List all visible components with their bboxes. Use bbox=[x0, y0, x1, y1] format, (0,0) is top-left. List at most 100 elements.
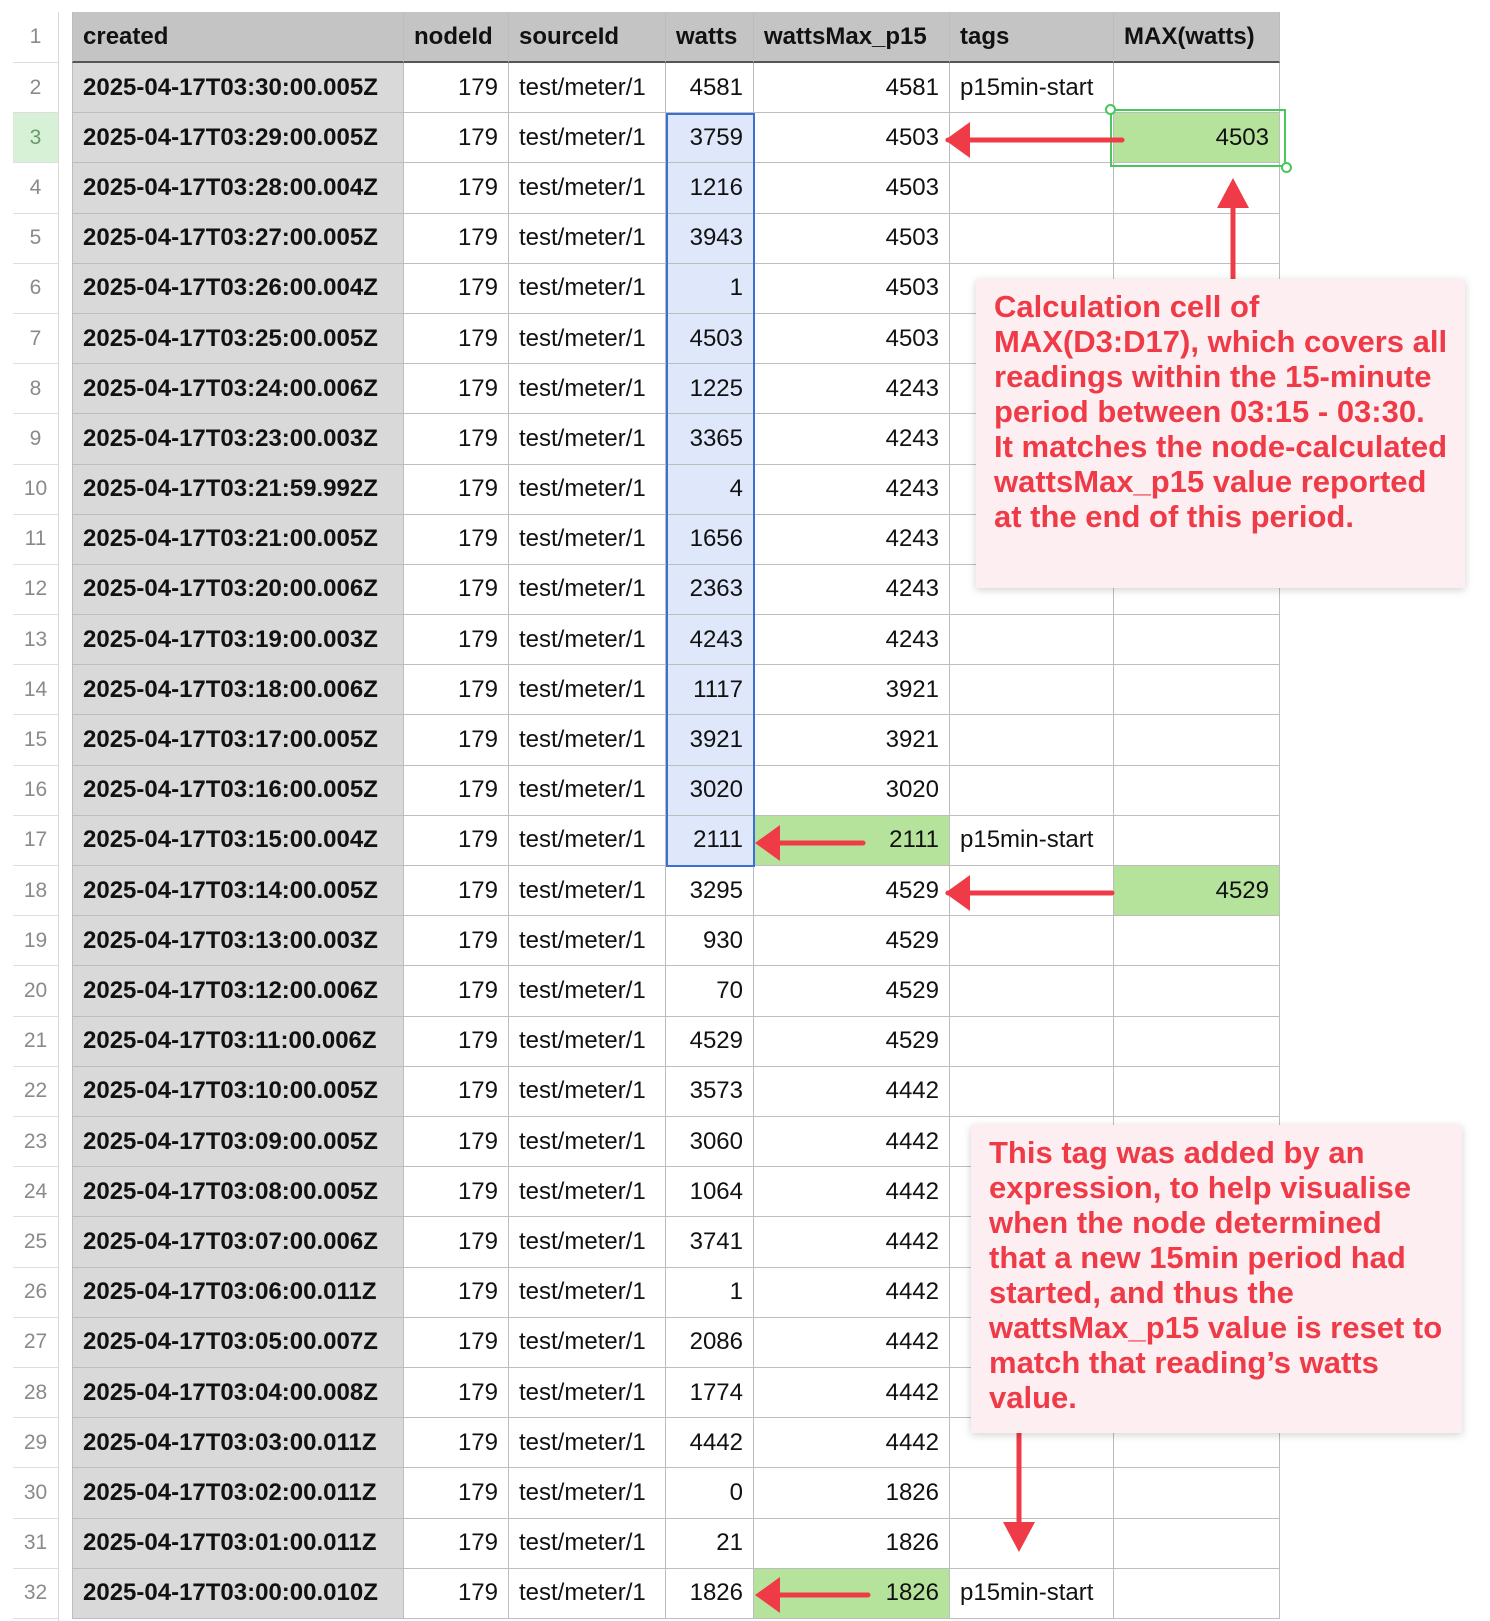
row-number[interactable]: 24 bbox=[13, 1167, 58, 1218]
cell-max[interactable] bbox=[1114, 715, 1280, 766]
row-number[interactable]: 22 bbox=[13, 1066, 58, 1117]
cell-sourceid[interactable]: test/meter/1 bbox=[509, 1468, 666, 1519]
cell-max[interactable] bbox=[1114, 1016, 1280, 1067]
cell-watts[interactable]: 4 bbox=[666, 464, 754, 515]
cell-wattsmax-p15[interactable]: 3020 bbox=[754, 765, 950, 816]
cell-sourceid[interactable]: test/meter/1 bbox=[509, 916, 666, 967]
cell-max[interactable] bbox=[1114, 1468, 1280, 1519]
cell-sourceid[interactable]: test/meter/1 bbox=[509, 715, 666, 766]
cell-wattsmax-p15[interactable]: 4503 bbox=[754, 313, 950, 365]
cell-nodeid[interactable]: 179 bbox=[404, 615, 509, 666]
cell-tags[interactable]: p15min-start bbox=[950, 63, 1114, 114]
cell-sourceid[interactable]: test/meter/1 bbox=[509, 414, 666, 465]
cell-tags[interactable] bbox=[950, 665, 1114, 716]
cell-created[interactable]: 2025-04-17T03:20:00.006Z bbox=[72, 564, 404, 616]
selection-handle-top-left[interactable] bbox=[1105, 104, 1116, 116]
row-number[interactable]: 18 bbox=[13, 866, 58, 917]
row-number[interactable]: 15 bbox=[13, 715, 58, 766]
cell-wattsmax-p15[interactable]: 4243 bbox=[754, 364, 950, 415]
cell-watts[interactable]: 1774 bbox=[666, 1367, 754, 1419]
cell-sourceid[interactable]: test/meter/1 bbox=[509, 213, 666, 264]
cell-tags[interactable] bbox=[950, 916, 1114, 967]
row-number[interactable]: 16 bbox=[13, 765, 58, 816]
cell-sourceid[interactable]: test/meter/1 bbox=[509, 364, 666, 415]
cell-created[interactable]: 2025-04-17T03:02:00.011Z bbox=[72, 1468, 404, 1519]
cell-wattsmax-p15[interactable]: 4442 bbox=[754, 1367, 950, 1419]
cell-wattsmax-p15[interactable]: 4243 bbox=[754, 414, 950, 465]
cell-sourceid[interactable]: test/meter/1 bbox=[509, 765, 666, 816]
cell-watts[interactable]: 2111 bbox=[666, 815, 754, 867]
cell-sourceid[interactable]: test/meter/1 bbox=[509, 1167, 666, 1218]
cell-wattsmax-p15[interactable]: 4442 bbox=[754, 1418, 950, 1469]
column-header-watts[interactable]: watts bbox=[666, 12, 754, 63]
row-number[interactable]: 25 bbox=[13, 1217, 58, 1268]
cell-tags[interactable] bbox=[950, 715, 1114, 766]
column-header-wattsmax-p15[interactable]: wattsMax_p15 bbox=[754, 12, 950, 63]
cell-watts[interactable]: 4581 bbox=[666, 63, 754, 114]
cell-tags[interactable] bbox=[950, 1066, 1114, 1117]
cell-nodeid[interactable]: 179 bbox=[404, 1317, 509, 1368]
cell-wattsmax-p15[interactable]: 4581 bbox=[754, 63, 950, 114]
cell-created[interactable]: 2025-04-17T03:17:00.005Z bbox=[72, 715, 404, 766]
cell-created[interactable]: 2025-04-17T03:01:00.011Z bbox=[72, 1518, 404, 1569]
row-number[interactable]: 19 bbox=[13, 916, 58, 967]
cell-created[interactable]: 2025-04-17T03:13:00.003Z bbox=[72, 916, 404, 967]
cell-watts[interactable]: 0 bbox=[666, 1468, 754, 1519]
cell-nodeid[interactable]: 179 bbox=[404, 514, 509, 565]
row-number[interactable]: 12 bbox=[13, 564, 58, 616]
cell-wattsmax-p15[interactable]: 4529 bbox=[754, 966, 950, 1017]
cell-nodeid[interactable]: 179 bbox=[404, 815, 509, 867]
cell-wattsmax-p15[interactable]: 4529 bbox=[754, 866, 950, 917]
cell-max[interactable] bbox=[1114, 765, 1280, 816]
cell-watts[interactable]: 1656 bbox=[666, 514, 754, 565]
cell-created[interactable]: 2025-04-17T03:10:00.005Z bbox=[72, 1066, 404, 1117]
cell-tags[interactable] bbox=[950, 213, 1114, 264]
cell-nodeid[interactable]: 179 bbox=[404, 1418, 509, 1469]
cell-tags[interactable] bbox=[950, 163, 1114, 214]
cell-created[interactable]: 2025-04-17T03:18:00.006Z bbox=[72, 665, 404, 716]
cell-created[interactable]: 2025-04-17T03:14:00.005Z bbox=[72, 866, 404, 917]
cell-nodeid[interactable]: 179 bbox=[404, 564, 509, 616]
cell-created[interactable]: 2025-04-17T03:07:00.006Z bbox=[72, 1217, 404, 1268]
cell-sourceid[interactable]: test/meter/1 bbox=[509, 1518, 666, 1569]
cell-nodeid[interactable]: 179 bbox=[404, 1468, 509, 1519]
cell-nodeid[interactable]: 179 bbox=[404, 213, 509, 264]
cell-sourceid[interactable]: test/meter/1 bbox=[509, 113, 666, 164]
row-number[interactable]: 20 bbox=[13, 966, 58, 1017]
cell-wattsmax-p15[interactable]: 4243 bbox=[754, 564, 950, 616]
cell-sourceid[interactable]: test/meter/1 bbox=[509, 63, 666, 114]
cell-created[interactable]: 2025-04-17T03:29:00.005Z bbox=[72, 113, 404, 164]
cell-created[interactable]: 2025-04-17T03:23:00.003Z bbox=[72, 414, 404, 465]
cell-tags[interactable] bbox=[950, 966, 1114, 1017]
cell-created[interactable]: 2025-04-17T03:04:00.008Z bbox=[72, 1367, 404, 1419]
row-number[interactable]: 14 bbox=[13, 665, 58, 716]
cell-wattsmax-p15[interactable]: 4442 bbox=[754, 1167, 950, 1218]
cell-created[interactable]: 2025-04-17T03:27:00.005Z bbox=[72, 213, 404, 264]
cell-sourceid[interactable]: test/meter/1 bbox=[509, 464, 666, 515]
cell-watts[interactable]: 3573 bbox=[666, 1066, 754, 1117]
cell-created[interactable]: 2025-04-17T03:16:00.005Z bbox=[72, 765, 404, 816]
row-number[interactable]: 8 bbox=[13, 364, 58, 415]
row-number[interactable]: 1 bbox=[13, 12, 58, 63]
cell-sourceid[interactable]: test/meter/1 bbox=[509, 1367, 666, 1419]
cell-wattsmax-p15[interactable]: 4503 bbox=[754, 113, 950, 164]
cell-watts[interactable]: 4442 bbox=[666, 1418, 754, 1469]
cell-wattsmax-p15[interactable]: 4243 bbox=[754, 514, 950, 565]
cell-nodeid[interactable]: 179 bbox=[404, 1518, 509, 1569]
row-number[interactable]: 17 bbox=[13, 815, 58, 867]
cell-wattsmax-p15[interactable]: 4442 bbox=[754, 1217, 950, 1268]
cell-nodeid[interactable]: 179 bbox=[404, 916, 509, 967]
cell-nodeid[interactable]: 179 bbox=[404, 1367, 509, 1419]
cell-nodeid[interactable]: 179 bbox=[404, 414, 509, 465]
cell-nodeid[interactable]: 179 bbox=[404, 1217, 509, 1268]
row-number[interactable]: 31 bbox=[13, 1518, 58, 1569]
cell-max[interactable] bbox=[1114, 1066, 1280, 1117]
cell-sourceid[interactable]: test/meter/1 bbox=[509, 615, 666, 666]
selection-handle-bottom-right[interactable] bbox=[1281, 162, 1292, 174]
cell-tags[interactable] bbox=[950, 765, 1114, 816]
cell-sourceid[interactable]: test/meter/1 bbox=[509, 1317, 666, 1368]
cell-watts[interactable]: 3759 bbox=[666, 113, 754, 164]
cell-watts[interactable]: 1216 bbox=[666, 163, 754, 214]
cell-watts[interactable]: 1225 bbox=[666, 364, 754, 415]
cell-watts[interactable]: 4529 bbox=[666, 1016, 754, 1067]
